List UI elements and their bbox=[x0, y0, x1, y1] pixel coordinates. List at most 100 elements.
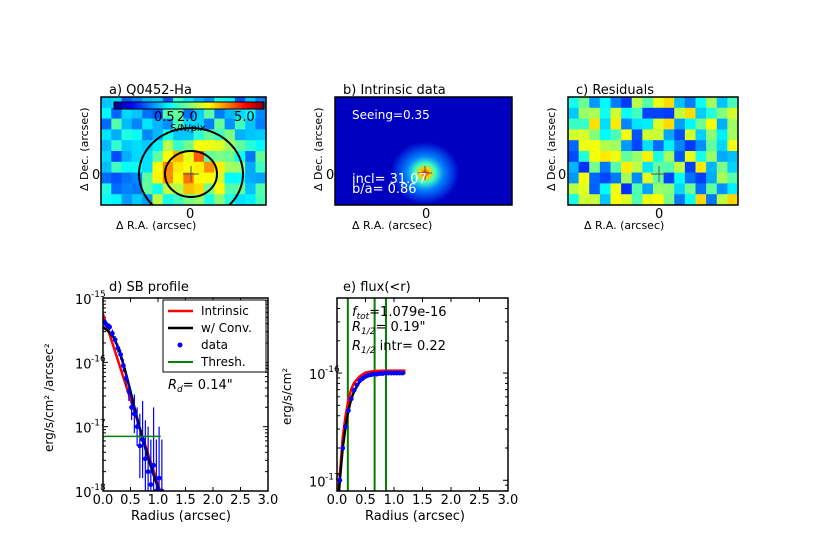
legend-label-thresh: Thresh. bbox=[200, 355, 246, 369]
map-pixel bbox=[183, 172, 195, 184]
panel-a-frame bbox=[100, 96, 267, 206]
residual-pixel bbox=[695, 140, 707, 152]
residual-pixel bbox=[568, 107, 580, 120]
map-pixel bbox=[101, 107, 112, 120]
map-pixel bbox=[152, 194, 164, 205]
residual-pixel bbox=[684, 183, 696, 195]
panel-c-frame bbox=[567, 96, 739, 206]
data-point bbox=[337, 477, 343, 483]
intrinsic-curve bbox=[337, 369, 406, 491]
colorbar-tick-3: 5.0 bbox=[234, 110, 255, 125]
map-pixel bbox=[214, 172, 226, 184]
residual-pixel bbox=[568, 161, 580, 174]
residual-pixel bbox=[653, 151, 665, 163]
residual-pixel bbox=[589, 161, 601, 174]
colorbar-tick-1: 0.5 bbox=[154, 110, 175, 125]
map-pixel bbox=[255, 161, 266, 174]
residual-pixel bbox=[663, 172, 675, 184]
map-pixel bbox=[152, 107, 164, 120]
map-pixel bbox=[162, 129, 174, 141]
residual-pixel bbox=[631, 194, 643, 206]
map-pixel bbox=[214, 118, 226, 130]
panel-c-xtick: 0 bbox=[655, 207, 663, 222]
map-pixel bbox=[204, 161, 215, 174]
residual-pixel bbox=[706, 97, 718, 109]
y-tick-label: 10 bbox=[309, 368, 326, 383]
residual-pixel bbox=[684, 140, 696, 152]
residual-pixel bbox=[621, 97, 633, 109]
residual-pixel bbox=[695, 194, 707, 206]
map-pixel bbox=[131, 129, 143, 141]
colorbar-tick-2: 2.0 bbox=[177, 110, 198, 125]
y-tick-label: 10 bbox=[75, 357, 92, 372]
map-pixel bbox=[214, 161, 226, 174]
panel-b-title: b) Intrinsic data bbox=[343, 83, 446, 98]
map-pixel bbox=[131, 140, 143, 152]
map-pixel bbox=[193, 140, 205, 152]
residual-pixel bbox=[727, 172, 739, 184]
residual-pixel bbox=[727, 118, 739, 130]
map-pixel bbox=[152, 183, 164, 195]
residual-pixel bbox=[610, 183, 622, 195]
map-pixel bbox=[152, 151, 164, 163]
residual-pixel bbox=[716, 107, 728, 120]
legend-label-conv: w/ Conv. bbox=[201, 321, 252, 335]
map-pixel bbox=[162, 172, 174, 184]
r12-intr-annotation: R1/2 intr= 0.22 bbox=[352, 339, 446, 356]
data-point bbox=[156, 475, 162, 481]
map-pixel bbox=[224, 183, 236, 195]
map-pixel bbox=[183, 183, 195, 195]
map-pixel bbox=[111, 183, 123, 195]
x-tick-label: 1.0 bbox=[384, 493, 405, 508]
residual-pixel bbox=[653, 118, 665, 130]
residual-pixel bbox=[621, 129, 633, 141]
panel-e-marks bbox=[337, 298, 406, 491]
residual-pixel bbox=[599, 161, 611, 174]
data-point bbox=[145, 469, 151, 475]
y-tick-exponent: -18 bbox=[91, 483, 106, 493]
panel-c-ytick: 0 bbox=[558, 168, 566, 183]
map-pixel bbox=[224, 161, 236, 174]
residual-pixel bbox=[684, 194, 696, 206]
map-pixel bbox=[183, 140, 195, 152]
map-pixel bbox=[255, 140, 266, 152]
map-pixel bbox=[173, 194, 184, 205]
map-pixel bbox=[224, 107, 236, 120]
residual-pixel bbox=[568, 151, 580, 163]
incl-label: incl= 31.07 bbox=[352, 172, 427, 187]
x-tick-label: 1.0 bbox=[148, 493, 169, 508]
map-pixel bbox=[193, 194, 205, 205]
map-pixel bbox=[121, 194, 133, 205]
residual-pixel bbox=[599, 140, 611, 152]
map-pixel bbox=[162, 118, 174, 130]
panel-a-ytick: 0 bbox=[92, 168, 100, 183]
residual-pixel bbox=[674, 97, 686, 109]
map-pixel bbox=[173, 118, 184, 130]
map-pixel bbox=[142, 118, 153, 130]
residual-pixel bbox=[727, 151, 739, 163]
data-point bbox=[134, 424, 140, 430]
map-pixel bbox=[162, 161, 174, 174]
residual-pixel bbox=[568, 129, 580, 141]
map-pixel bbox=[204, 118, 215, 130]
map-pixel bbox=[204, 172, 215, 184]
residual-pixel bbox=[663, 151, 675, 163]
data-point bbox=[107, 324, 112, 330]
map-pixel bbox=[183, 129, 195, 141]
residual-pixel bbox=[674, 118, 686, 130]
residual-pixel bbox=[706, 151, 718, 163]
residual-pixel bbox=[695, 107, 707, 120]
panel-d-legend: Intrinsic w/ Conv. data Thresh. bbox=[162, 299, 267, 373]
map-pixel bbox=[101, 140, 112, 152]
residual-pixel bbox=[642, 129, 654, 141]
x-tick-label: 1.5 bbox=[412, 493, 433, 508]
map-pixel bbox=[111, 161, 123, 174]
data-point bbox=[131, 411, 137, 417]
map-pixel bbox=[214, 194, 226, 205]
residual-pixel bbox=[568, 118, 580, 130]
map-pixel bbox=[245, 161, 256, 174]
y-tick-exponent: -16 bbox=[91, 354, 106, 364]
residual-pixel bbox=[727, 140, 739, 152]
data-point bbox=[140, 437, 146, 442]
map-pixel bbox=[142, 140, 153, 152]
